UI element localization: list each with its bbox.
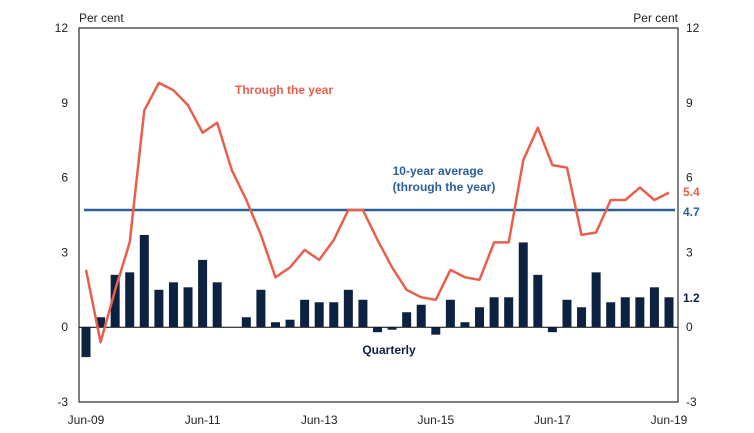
average-value: 4.7 [683, 205, 700, 219]
x-ticks: Jun-09 Jun-11 Jun-13 Jun-15 Jun-17 Jun-19 [68, 413, 688, 427]
x-tick-2: Jun-13 [301, 413, 338, 427]
bar-39 [649, 287, 659, 328]
y-ticks: -3 -3 0 0 3 3 6 6 9 9 12 12 [55, 21, 700, 409]
y-tick-left-3: 6 [61, 171, 68, 185]
bar-12 [256, 289, 266, 328]
last-bar-value: 1.2 [683, 291, 700, 305]
y-tick-right-5: 12 [686, 21, 700, 35]
bar-22 [402, 312, 412, 328]
left-axis-unit: Per cent [79, 11, 124, 25]
x-tick-3: Jun-15 [417, 413, 454, 427]
x-tick-0: Jun-09 [68, 413, 105, 427]
line-label: Through the year [235, 83, 333, 97]
bar-26 [460, 322, 470, 328]
bar-35 [591, 272, 601, 328]
plot-frame [78, 27, 679, 403]
y-tick-right-0: -3 [686, 395, 697, 409]
y-tick-left-4: 9 [61, 96, 68, 110]
y-tick-right-3: 6 [686, 171, 693, 185]
bar-34 [577, 307, 587, 328]
y-tick-left-1: 0 [61, 320, 68, 334]
y-tick-right-2: 3 [686, 245, 693, 259]
bar-33 [562, 299, 572, 328]
bar-17 [329, 302, 339, 328]
bar-0 [81, 327, 91, 358]
y-tick-left-5: 12 [55, 21, 69, 35]
bar-24 [431, 327, 441, 335]
bar-19 [358, 299, 368, 328]
bar-23 [416, 304, 426, 328]
through-the-year-line [84, 81, 670, 344]
bar-5 [154, 289, 164, 328]
bar-38 [635, 297, 645, 328]
last-line-value: 5.4 [683, 185, 700, 199]
bar-3 [125, 272, 135, 328]
y-tick-left-0: -3 [57, 395, 68, 409]
quarterly-bars [81, 234, 674, 358]
bar-9 [212, 282, 222, 328]
bar-32 [547, 327, 557, 333]
x-tick-1: Jun-11 [185, 413, 221, 427]
average-label-2: (through the year) [393, 180, 496, 194]
bar-4 [139, 234, 149, 328]
x-tick-4: Jun-17 [534, 413, 571, 427]
right-axis-unit: Per cent [633, 11, 678, 25]
bar-2 [110, 274, 120, 328]
bar-36 [606, 302, 616, 328]
bar-20 [373, 327, 382, 333]
bar-15 [300, 299, 310, 328]
bar-25 [445, 299, 455, 328]
bar-11 [241, 317, 251, 328]
average-label-1: 10-year average [393, 164, 484, 178]
bar-30 [518, 242, 528, 328]
bar-6 [168, 282, 178, 328]
bar-37 [620, 297, 630, 328]
bar-7 [183, 287, 193, 328]
y-tick-right-4: 9 [686, 96, 693, 110]
bar-40 [664, 297, 674, 328]
bar-18 [343, 289, 353, 328]
bar-27 [475, 307, 485, 328]
bar-16 [314, 302, 324, 328]
bar-21 [387, 327, 397, 330]
bar-29 [504, 297, 514, 328]
bar-31 [533, 274, 543, 328]
bar-1 [96, 317, 106, 328]
bar-13 [270, 322, 280, 328]
bar-28 [489, 297, 499, 328]
y-tick-right-1: 0 [686, 320, 693, 334]
y-tick-left-2: 3 [61, 245, 68, 259]
bar-14 [285, 319, 295, 328]
x-tick-5: Jun-19 [651, 413, 688, 427]
bar-8 [198, 259, 208, 328]
bars-label: Quarterly [362, 343, 416, 357]
